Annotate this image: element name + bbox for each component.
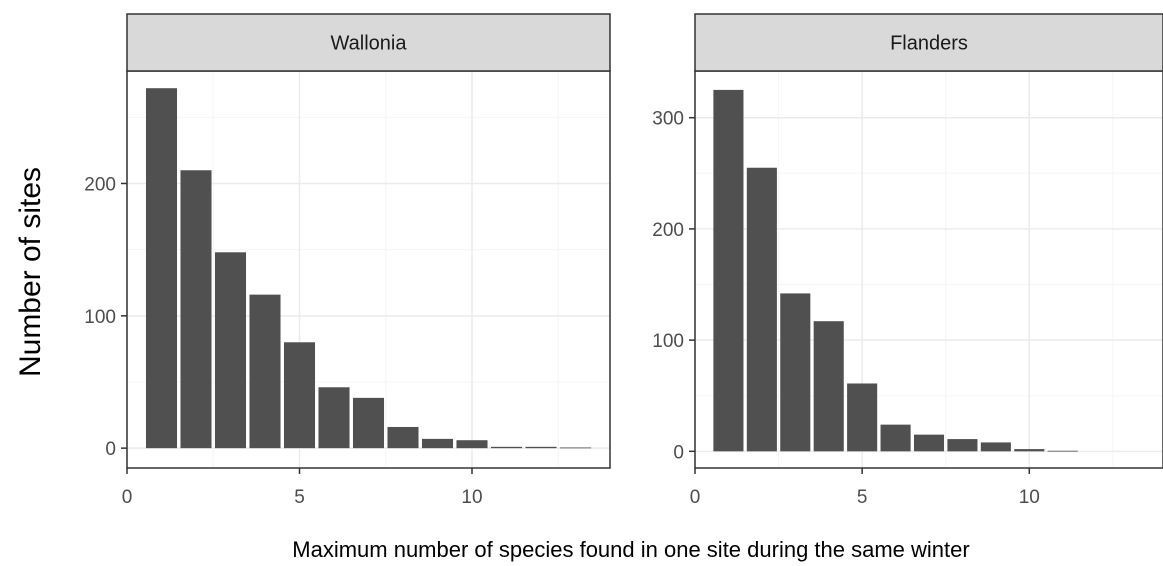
panel-2-bar-4: [813, 321, 844, 452]
panel-2-facet-title: Flanders: [890, 33, 968, 55]
panel-2-bar-3: [780, 293, 811, 452]
panel-2-bar-11: [1047, 450, 1078, 452]
panel-2-bar-7: [913, 434, 945, 452]
panel-2-y-tick-label: 300: [652, 109, 684, 130]
panel-1-x-tick-label: 5: [294, 487, 305, 508]
panel-2-bar-10: [1014, 449, 1045, 452]
panel-2-x-tick-label: 10: [1019, 487, 1040, 508]
y-axis-title: Number of sites: [14, 167, 47, 377]
panel-1-bar-4: [249, 294, 281, 449]
panel-1-bar-13: [559, 447, 592, 449]
panel-2-bar-1: [713, 89, 744, 452]
panel-2-y-tick-label: 200: [652, 220, 684, 241]
panel-2-x-tick-label: 0: [690, 487, 701, 508]
panel-1-facet-title: Wallonia: [331, 33, 408, 55]
panel-1-bar-6: [318, 387, 350, 449]
panel-2-facet-strip: [694, 13, 1163, 72]
panel-2-y-tick-label: 100: [652, 331, 684, 352]
panel-2-x-tick-label: 5: [857, 487, 868, 508]
panel-1-bar-7: [352, 397, 385, 449]
panel-1-bar-1: [145, 88, 178, 449]
panel-2-bar-2: [746, 167, 777, 452]
panel-2-bar-6: [880, 424, 911, 452]
panel-2-bar-9: [980, 442, 1011, 452]
panel-1-bar-8: [387, 426, 419, 449]
panel-1-bar-3: [214, 252, 247, 449]
x-axis-title: Maximum number of species found in one s…: [292, 537, 969, 562]
panel-1-x-tick-label: 10: [461, 487, 482, 508]
panel-1-bar-11: [490, 446, 523, 449]
panel-1-bar-5: [283, 342, 316, 449]
panel-1-bar-10: [456, 440, 488, 449]
panel-2-y-tick-label: 0: [673, 442, 684, 463]
panel-1-bar-9: [421, 438, 454, 449]
panel-2-bar-8: [947, 439, 978, 452]
panel-1-x-tick-label: 0: [122, 487, 133, 508]
panel-1-facet-strip: [126, 13, 611, 72]
panel-1-y-tick-label: 200: [84, 174, 116, 195]
panel-1-bar-12: [525, 446, 557, 449]
panel-2-bar-5: [847, 383, 878, 452]
panel-1-bar-2: [180, 170, 212, 449]
panel-1-y-tick-label: 0: [105, 439, 116, 460]
panel-1-y-tick-label: 100: [84, 307, 116, 328]
